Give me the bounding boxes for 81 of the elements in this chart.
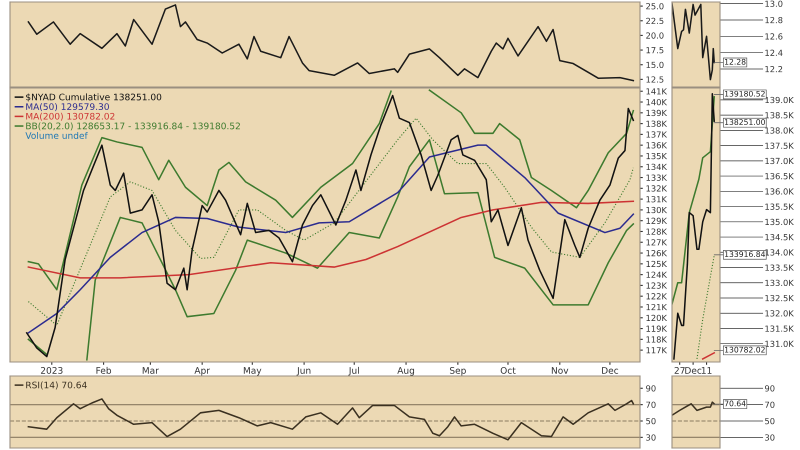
y-tick-label: 137K xyxy=(646,131,668,138)
y-tick-label: 135.5K xyxy=(765,204,794,210)
y-tick-label: 122K xyxy=(646,293,668,300)
y-tick-label: 139.0K xyxy=(765,96,794,104)
y-tick-label: 131K xyxy=(646,196,668,202)
x-tick-label: May xyxy=(244,367,262,376)
y-tick-label: 136K xyxy=(646,142,668,148)
y-tick-label: 22.5 xyxy=(646,18,664,24)
x-tick-label: Oct xyxy=(500,367,516,374)
y-tick-label: 138K xyxy=(646,120,668,127)
y-tick-label: 70 xyxy=(646,402,656,408)
y-tick-label: 138.5K xyxy=(765,112,794,118)
x-tick-label: Nov xyxy=(552,367,568,374)
x-tick-label: Mar xyxy=(142,367,159,374)
y-tick-label: 136.0K xyxy=(765,188,794,195)
y-tick-label: 132.0K xyxy=(765,310,794,317)
y-tick-label: 136.5K xyxy=(765,173,794,180)
y-tick-label: 133K xyxy=(646,174,668,181)
y-tick-label: 30 xyxy=(646,434,656,441)
x-tick-label: Jun xyxy=(296,367,310,376)
y-tick-label: 125K xyxy=(646,260,668,268)
y-tick-label: 12.4 xyxy=(765,50,783,56)
legend-label: $NYAD Cumulative 138251.00 xyxy=(26,93,162,102)
y-tick-label: 120K xyxy=(646,314,668,322)
x-tick-label: Dec xyxy=(602,367,618,374)
legend-label: RSI(14) 70.64 xyxy=(26,381,87,390)
y-tick-label: 118K xyxy=(646,336,668,343)
y-tick-label: 12.6 xyxy=(765,33,782,40)
legend-label: MA(200) 130782.02 xyxy=(26,112,114,121)
x-tick-label: Apr xyxy=(194,367,210,376)
annotation: Volume undef xyxy=(25,132,88,139)
y-tick-label: 132K xyxy=(646,185,668,192)
legend-label: BB(20,2.0) 128653.17 - 133916.84 - 139180.52 xyxy=(26,122,240,130)
y-tick-label: 121K xyxy=(646,304,668,310)
x-tick-label: Jul xyxy=(348,366,359,376)
y-tick-label: 117K xyxy=(646,347,668,354)
y-tick-label: 137.0K xyxy=(765,158,794,164)
y-tick-label: 25.0 xyxy=(646,3,664,10)
y-tick-label: 141K xyxy=(646,88,668,94)
y-tick-label: 131.0K xyxy=(765,340,794,347)
y-tick-label: 50 xyxy=(765,418,774,424)
x-tick-label: 11 xyxy=(702,367,712,374)
y-tick-label: 127K xyxy=(646,239,668,246)
y-tick-label: 119K xyxy=(646,326,668,332)
y-tick-label: 13.0 xyxy=(765,0,782,7)
y-tick-label: 139K xyxy=(646,110,668,116)
x-tick-label: Dec xyxy=(685,367,702,374)
y-tick-label: 20.0 xyxy=(646,32,664,39)
y-tick-label: 12.8 xyxy=(765,16,782,24)
y-tick-label: 12.2 xyxy=(765,66,782,72)
y-tick-label: 128K xyxy=(646,228,668,235)
x-tick-label: Feb xyxy=(96,366,112,374)
x-tick-label: Sep xyxy=(450,367,466,376)
x-tick-label: 27 xyxy=(674,367,685,374)
y-tick-label: 134.5K xyxy=(765,234,794,240)
y-tick-label: 138.0K xyxy=(765,127,794,134)
y-tick-label: 129K xyxy=(646,218,668,224)
y-tick-label: 90 xyxy=(646,385,656,392)
y-tick-label: 124K xyxy=(646,272,668,278)
legend-label: MA(50) 129579.30 xyxy=(26,103,109,112)
y-tick-label: 30 xyxy=(765,434,774,441)
y-tick-label: 133.0K xyxy=(765,280,794,286)
y-tick-label: 126K xyxy=(646,250,668,256)
y-tick-label: 140K xyxy=(646,99,668,106)
y-tick-label: 90 xyxy=(764,385,774,392)
y-tick-label: 131.5K xyxy=(765,325,794,332)
y-tick-label: 70 xyxy=(765,402,774,408)
y-tick-label: 15.0 xyxy=(646,62,664,68)
y-tick-label: 17.5 xyxy=(646,47,664,54)
y-tick-label: 50 xyxy=(646,418,656,424)
y-tick-label: 133.5K xyxy=(765,264,794,271)
y-tick-label: 134K xyxy=(646,164,668,170)
x-tick-label: 2023 xyxy=(40,367,63,374)
y-tick-label: 135.0K xyxy=(765,218,794,226)
y-tick-label: 130K xyxy=(646,206,668,214)
y-tick-label: 137.5K xyxy=(765,142,794,149)
y-tick-label: 132.5K xyxy=(765,294,794,302)
y-tick-label: 12.5 xyxy=(646,76,664,83)
y-tick-label: 123K xyxy=(646,282,668,289)
x-tick-label: Aug xyxy=(397,367,414,376)
y-tick-label: 135K xyxy=(646,152,668,160)
